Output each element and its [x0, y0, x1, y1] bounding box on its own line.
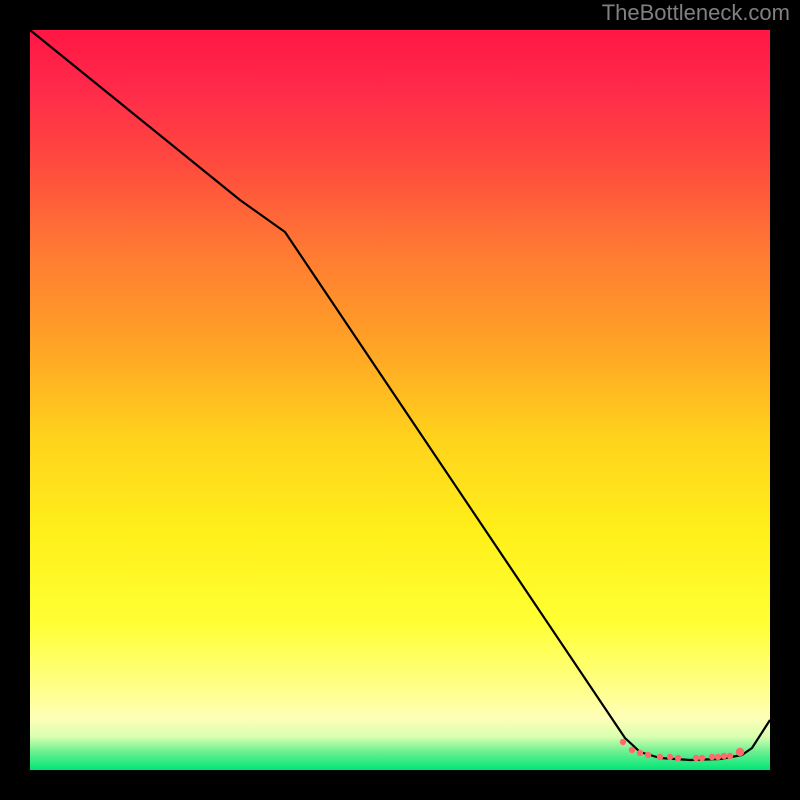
data-marker	[645, 752, 651, 758]
chart-svg: TheBottleneck.com	[0, 0, 800, 800]
plot-background	[30, 30, 770, 770]
data-marker	[709, 754, 715, 760]
data-marker	[693, 755, 699, 761]
data-marker	[667, 754, 673, 760]
data-marker	[637, 750, 643, 756]
data-marker	[699, 755, 705, 761]
data-marker	[727, 753, 733, 759]
data-marker	[620, 739, 626, 745]
data-marker	[629, 747, 635, 753]
data-marker	[721, 753, 727, 759]
data-marker	[736, 748, 744, 756]
data-marker	[715, 754, 721, 760]
watermark-text: TheBottleneck.com	[602, 0, 790, 25]
data-marker	[657, 754, 663, 760]
chart-container: TheBottleneck.com	[0, 0, 800, 800]
data-marker	[675, 755, 681, 761]
